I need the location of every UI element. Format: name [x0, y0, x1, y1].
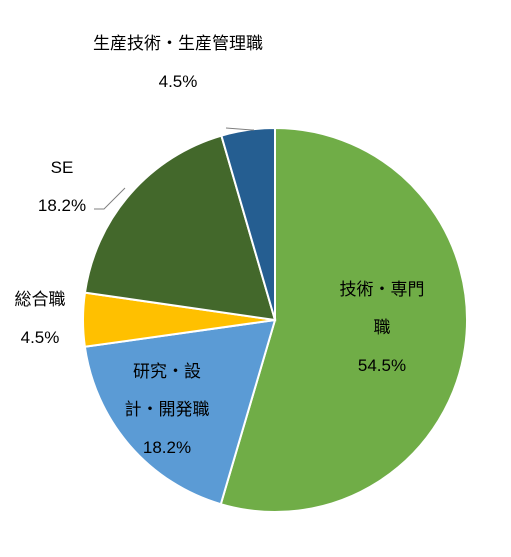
slice-label: 総合職 4.5%	[10, 281, 70, 357]
leader-line	[94, 187, 126, 210]
pie-slice	[83, 134, 277, 322]
category-label: SE	[50, 158, 74, 177]
value-label: 4.5%	[20, 328, 60, 347]
value-label: 18.2%	[142, 438, 192, 457]
slice-label: SE 18.2%	[22, 149, 102, 225]
slice-label: 生産技術・生産管理職 4.5%	[58, 25, 298, 101]
pie-slice	[83, 318, 277, 506]
value-label: 18.2%	[37, 196, 87, 215]
value-label: 54.5%	[357, 356, 407, 375]
category-label: 生産技術・生産管理職	[93, 34, 263, 53]
category-label: 技術・専門職	[339, 280, 425, 337]
pie-slice	[219, 126, 468, 513]
slice-label: 技術・専門職 54.5%	[334, 271, 430, 385]
category-label: 総合職	[14, 290, 66, 309]
category-label: 研究・設計・開発職	[124, 362, 210, 419]
slice-label: 研究・設計・開発職 18.2%	[121, 353, 213, 467]
leader-line	[225, 127, 254, 131]
value-label: 4.5%	[158, 72, 198, 91]
